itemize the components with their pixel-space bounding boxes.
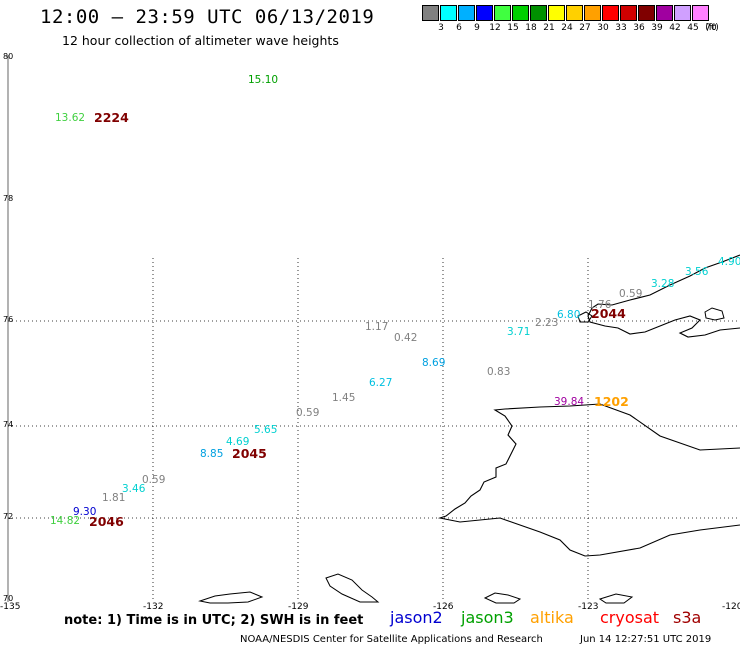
credit-line: NOAA/NESDIS Center for Satellite Applica… [240, 634, 543, 645]
satellite-jason3: jason3 [461, 608, 514, 627]
legend-swatch [440, 5, 457, 21]
legend-label: 9 [474, 23, 480, 33]
lon-label-120: -120 [722, 602, 740, 612]
legend-swatch [566, 5, 583, 21]
wave-height-value: 3.71 [507, 326, 531, 338]
footer-note: note: 1) Time is in UTC; 2) SWH is in fe… [64, 613, 364, 628]
legend-label: 42 [669, 23, 681, 33]
generated-timestamp: Jun 14 12:27:51 UTC 2019 [580, 634, 712, 645]
wave-height-value: 6.80 [557, 309, 581, 321]
lat-label-72: 72 [3, 512, 14, 521]
legend-label: 39 [651, 23, 663, 33]
longitude-gridlines [152, 258, 589, 602]
latitude-gridlines [8, 320, 740, 519]
legend-label: 6 [456, 23, 462, 33]
wave-height-value: 13.62 [55, 112, 86, 124]
lat-label-74: 74 [3, 420, 14, 429]
wave-height-value: 15.10 [248, 74, 279, 86]
wave-height-value: 39.84 [554, 396, 585, 408]
legend-swatch [620, 5, 637, 21]
wave-height-value: 1.17 [365, 321, 389, 333]
coastline-mainland [437, 403, 740, 557]
wave-height-value: 0.83 [487, 366, 511, 378]
wave-height-value: 8.85 [200, 448, 224, 460]
legend-label: 18 [525, 23, 537, 33]
wave-height-value: 3.28 [651, 278, 675, 290]
legend-swatch [656, 5, 673, 21]
pass-time-label: 2045 [232, 446, 267, 461]
legend-swatch [602, 5, 619, 21]
legend-swatch [674, 5, 691, 21]
satellite-altika: altika [530, 608, 574, 627]
pass-time-label: 1202 [594, 394, 629, 409]
legend-swatch [476, 5, 493, 21]
wave-height-value: 5.65 [254, 424, 278, 436]
legend-swatch [422, 5, 439, 21]
legend-label: 70 [705, 23, 717, 33]
legend-swatch [584, 5, 601, 21]
wave-height-value: 0.42 [394, 332, 418, 344]
wave-height-value: 9.30 [73, 506, 97, 518]
legend-label: 12 [489, 23, 501, 33]
wave-height-value: 1.76 [588, 299, 612, 311]
coastline-island-south-3 [483, 592, 522, 604]
wave-height-value: 6.27 [369, 377, 393, 389]
legend-swatch [512, 5, 529, 21]
pass-time-label: 2046 [89, 514, 124, 529]
legend-swatch [458, 5, 475, 21]
legend-swatch [530, 5, 547, 21]
legend-swatch [548, 5, 565, 21]
legend-label: 3 [438, 23, 444, 33]
legend-label: 21 [543, 23, 555, 33]
page-title: 12:00 – 23:59 UTC 06/13/2019 [40, 6, 375, 28]
legend-label: 15 [507, 23, 519, 33]
legend-swatch [638, 5, 655, 21]
lat-label-70: 70 [3, 594, 14, 603]
coastline-island-south-4 [598, 593, 634, 604]
pass-time-label: 2224 [94, 110, 129, 125]
wave-height-value: 0.59 [142, 474, 166, 486]
legend-swatch [494, 5, 511, 21]
legend-label: 36 [633, 23, 645, 33]
legend-label: 27 [579, 23, 591, 33]
legend-label: 33 [615, 23, 627, 33]
satellite-jason2: jason2 [390, 608, 443, 627]
wave-height-value: 3.46 [122, 483, 146, 495]
lat-label-76: 76 [3, 315, 14, 324]
lon-label-126: -126 [433, 602, 454, 612]
lon-label-129: -129 [288, 602, 309, 612]
wave-height-value: 4.69 [226, 436, 250, 448]
page-subtitle: 12 hour collection of altimeter wave hei… [62, 33, 339, 48]
satellite-cryosat: cryosat [600, 608, 660, 627]
lon-label-135: -135 [0, 602, 21, 612]
wave-height-value: 4.90 [718, 256, 740, 268]
wave-height-value: 1.81 [102, 492, 126, 504]
coastline-island-south-2 [325, 573, 380, 603]
lon-label-132: -132 [143, 602, 164, 612]
satellite-s3a: s3a [673, 608, 702, 627]
legend-label: (ft) [705, 23, 719, 33]
wave-height-value: 3.56 [685, 266, 709, 278]
lon-label-123: -123 [578, 602, 599, 612]
coastline-island-south-1 [198, 591, 264, 604]
coastline-islet-a [704, 307, 725, 321]
coastline-islet-b [577, 311, 593, 323]
legend-swatch [692, 5, 709, 21]
legend-label: 30 [597, 23, 609, 33]
coastline-banks-island [587, 254, 740, 338]
wave-height-value: 1.45 [332, 392, 356, 404]
legend-label: 24 [561, 23, 573, 33]
wave-height-value: 0.59 [296, 407, 320, 419]
legend-label: 45 [687, 23, 699, 33]
lat-label-78: 78 [3, 194, 14, 203]
lat-label-80: 80 [3, 52, 14, 61]
wave-height-value: 8.69 [422, 357, 446, 369]
wave-height-value: 14.82 [50, 515, 81, 527]
wave-height-value: 2.23 [535, 317, 559, 329]
wave-height-value: 0.59 [619, 288, 643, 300]
pass-time-label: 2044 [591, 306, 626, 321]
